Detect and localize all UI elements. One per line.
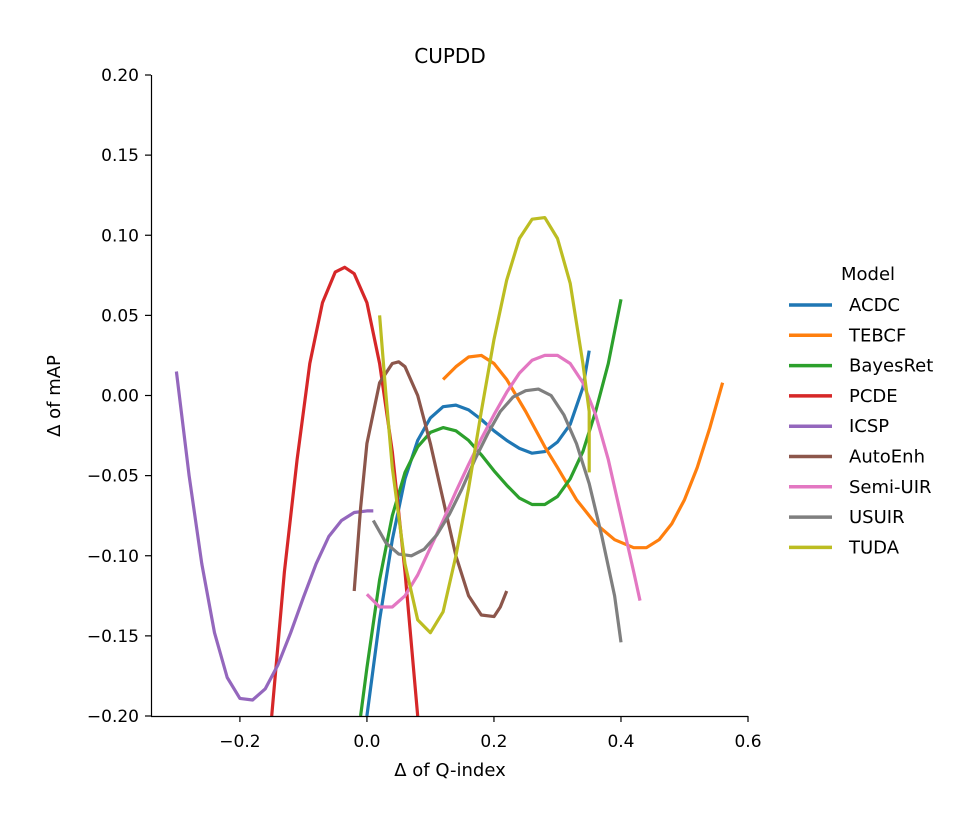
- x-tick-label: 0.4: [607, 732, 634, 752]
- y-tick-label: −0.15: [87, 627, 139, 647]
- legend-label: BayesRet: [849, 356, 933, 377]
- y-tick-label: −0.10: [87, 547, 139, 567]
- series-line-autoenh: [352, 360, 509, 619]
- legend-label: ACDC: [849, 295, 900, 316]
- y-axis-label: Δ of mAP: [44, 355, 65, 437]
- series-line-semi-uir: [365, 353, 642, 609]
- x-tick-label: −0.2: [219, 732, 260, 752]
- y-tick-label: −0.05: [87, 467, 139, 487]
- y-tick-label: 0.15: [101, 146, 139, 166]
- series-line-tuda: [378, 216, 591, 635]
- legend-label: USUIR: [849, 507, 905, 528]
- legend-label: PCDE: [849, 386, 898, 407]
- x-axis-label: Δ of Q-index: [394, 760, 506, 781]
- plot-lines: [174, 216, 725, 716]
- legend: Model ACDC TEBCF BayesRet PCDE ICSP AutoEnh Se…: [789, 264, 933, 558]
- series-line-bayesret: [359, 298, 623, 716]
- legend-label: AutoEnh: [849, 447, 925, 468]
- legend-title: Model: [841, 264, 895, 285]
- x-tick-label: 0.0: [353, 732, 380, 752]
- legend-label: TUDA: [848, 537, 900, 558]
- legend-label: Semi-UIR: [849, 477, 932, 498]
- y-tick-label: 0.20: [101, 66, 139, 86]
- legend-label: TEBCF: [848, 325, 906, 346]
- y-tick-label: −0.20: [87, 707, 139, 727]
- chart-title: CUPDD: [414, 44, 485, 68]
- series-line-tebcf: [441, 353, 725, 550]
- y-tick-label: 0.00: [101, 387, 139, 407]
- x-tick-label: 0.6: [734, 732, 761, 752]
- y-tick-label: 0.05: [101, 306, 139, 326]
- y-ticks: −0.20 −0.15 −0.10 −0.05 0.00 0.05 0.10 0.15 0.20: [87, 66, 151, 727]
- x-tick-label: 0.2: [480, 732, 507, 752]
- x-ticks: −0.2 0.0 0.2 0.4 0.6: [219, 716, 762, 752]
- series-line-icsp: [174, 371, 374, 702]
- series-line-usuir: [371, 387, 623, 643]
- y-tick-label: 0.10: [101, 226, 139, 246]
- legend-label: ICSP: [849, 416, 889, 437]
